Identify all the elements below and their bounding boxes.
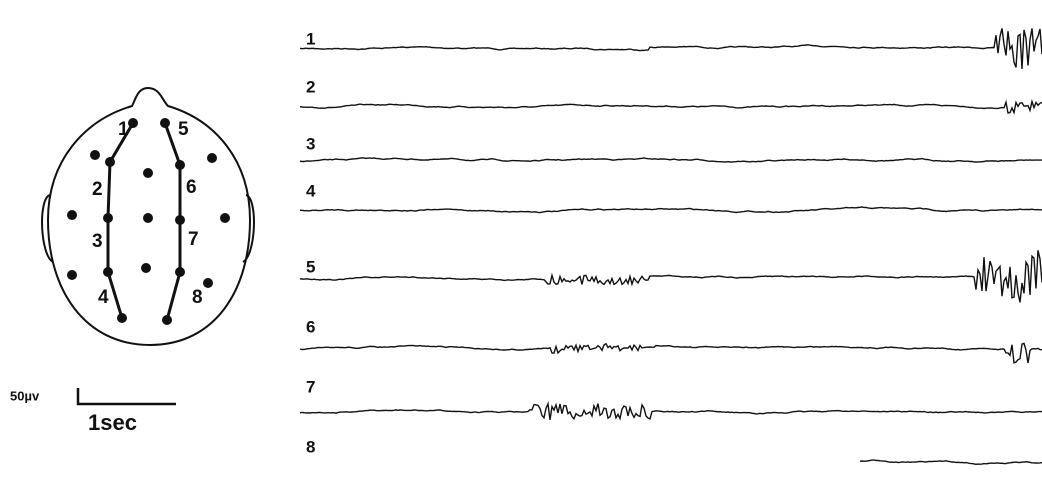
electrode bbox=[103, 267, 113, 277]
time-scale-label: 1sec bbox=[88, 410, 137, 435]
electrode bbox=[90, 150, 100, 160]
electrode-labels: 1 2 3 4 5 6 7 8 bbox=[92, 119, 203, 308]
eeg-trace bbox=[299, 250, 1042, 303]
eeg-trace bbox=[299, 157, 1042, 163]
electrode bbox=[143, 213, 153, 223]
electrode bbox=[103, 213, 113, 223]
electrode bbox=[175, 267, 185, 277]
right-ear bbox=[242, 194, 255, 263]
electrode bbox=[175, 160, 185, 170]
left-ear bbox=[41, 194, 54, 263]
electrode bbox=[220, 213, 230, 223]
electrodes bbox=[67, 118, 230, 325]
voltage-scale-label: 50µv bbox=[10, 388, 40, 403]
trace-label: 8 bbox=[306, 437, 315, 456]
trace-label: 5 bbox=[306, 257, 315, 276]
electrode bbox=[141, 263, 151, 273]
trace-label: 2 bbox=[306, 77, 315, 96]
eeg-trace bbox=[299, 401, 1042, 421]
trace-labels: 1 2 3 4 5 6 7 8 bbox=[306, 29, 316, 456]
electrode-label: 2 bbox=[92, 179, 103, 200]
electrode bbox=[175, 215, 185, 225]
electrode-label: 4 bbox=[98, 287, 109, 308]
trace-label: 3 bbox=[306, 134, 315, 153]
eeg-trace bbox=[299, 342, 1042, 364]
eeg-trace bbox=[859, 459, 1042, 466]
electrode bbox=[67, 270, 77, 280]
trace-label: 4 bbox=[306, 181, 316, 200]
electrode bbox=[117, 313, 127, 323]
electrode-label: 1 bbox=[118, 119, 129, 140]
eeg-traces bbox=[299, 28, 1042, 466]
electrode-label: 5 bbox=[178, 119, 189, 140]
trace-label: 1 bbox=[306, 29, 315, 48]
electrode bbox=[67, 210, 77, 220]
electrode bbox=[128, 118, 138, 128]
electrode bbox=[207, 153, 217, 163]
trace-label: 6 bbox=[306, 317, 315, 336]
electrode-label: 7 bbox=[188, 229, 199, 250]
head-outline bbox=[46, 86, 252, 347]
trace-label: 7 bbox=[306, 377, 315, 396]
electrode-label: 8 bbox=[192, 287, 203, 308]
electrode bbox=[105, 157, 115, 167]
electrode bbox=[162, 315, 172, 325]
eeg-trace bbox=[300, 206, 1042, 214]
scale-lines bbox=[76, 388, 176, 406]
eeg-trace bbox=[299, 98, 1042, 115]
electrode-label: 3 bbox=[92, 231, 103, 252]
scale-bar: 50µv 1sec bbox=[10, 388, 176, 435]
eeg-trace bbox=[299, 28, 1042, 69]
electrode bbox=[160, 118, 170, 128]
electrode-label: 6 bbox=[186, 177, 197, 198]
electrode bbox=[143, 168, 153, 178]
electrode bbox=[203, 278, 213, 288]
